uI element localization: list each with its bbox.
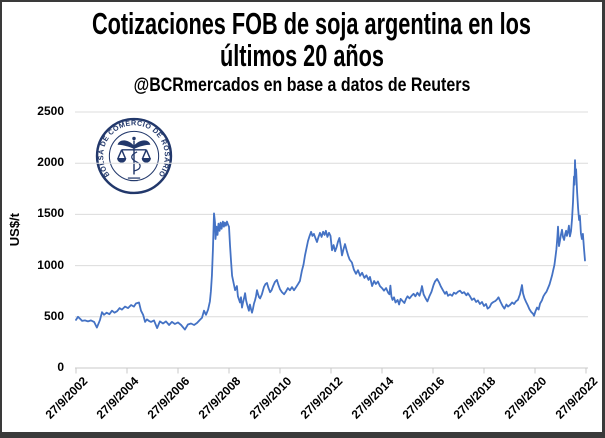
chart-title-line2: últimos 20 años	[219, 37, 384, 73]
y-tick-label-1500: 1500	[37, 206, 64, 221]
bcr-logo-emblem: BOLSA DE COMERCIO DE ROSARIO	[95, 117, 173, 195]
bcr-logo: BOLSA DE COMERCIO DE ROSARIO	[95, 117, 173, 195]
chart-title-line1: Cotizaciones FOB de soja argentina en lo…	[92, 6, 531, 41]
y-tick-label-2000: 2000	[37, 155, 64, 170]
chart-subtitle: @BCRmercados en base a datos de Reuters	[133, 74, 471, 96]
chart-header: Cotizaciones FOB de soja argentina en lo…	[2, 8, 602, 97]
y-tick-label-1000: 1000	[37, 257, 64, 272]
y-tick-label-2500: 2500	[37, 104, 64, 118]
y-tick-label-0: 0	[57, 360, 64, 374]
price-line-series	[75, 159, 586, 331]
caduceus-scales-icon	[117, 136, 151, 182]
y-tick-label-500: 500	[43, 308, 64, 323]
